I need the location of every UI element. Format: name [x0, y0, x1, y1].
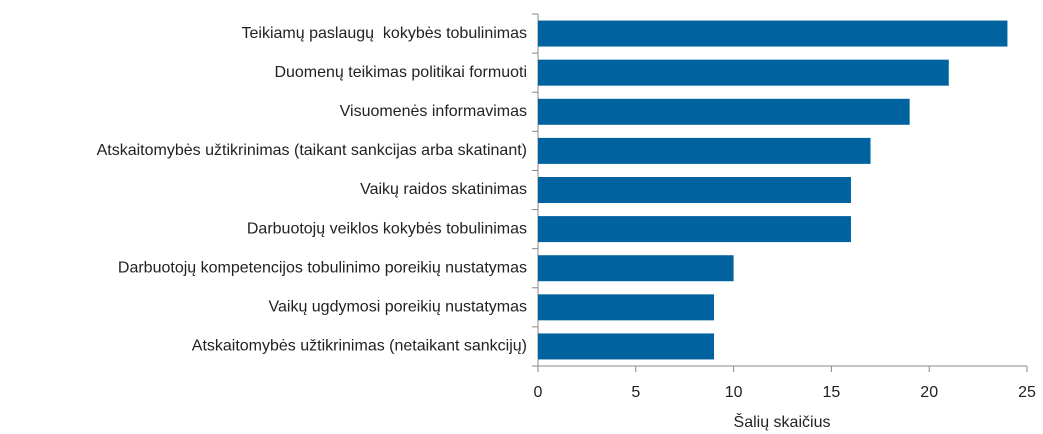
x-tick-label: 25	[1018, 384, 1036, 401]
x-tick-label: 10	[725, 384, 743, 401]
y-tick-label: Atskaitomybės užtikrinimas (netaikant sa…	[192, 338, 527, 355]
bar	[538, 59, 949, 86]
y-tick-label: Darbuotojų kompetencijos tobulinimo pore…	[118, 259, 527, 276]
bar	[538, 255, 734, 282]
bar	[538, 20, 1008, 47]
bar	[538, 294, 715, 321]
x-tick-label: 15	[823, 384, 841, 401]
y-tick-label: Teikiamų paslaugų kokybės tobulinimas	[242, 25, 527, 42]
x-axis-title: Šalių skaičius	[734, 412, 831, 431]
y-tick-label: Darbuotojų veiklos kokybės tobulinimas	[247, 220, 527, 237]
x-tick-label: 0	[534, 384, 543, 401]
y-tick-label: Vaikų raidos skatinimas	[360, 181, 527, 198]
x-tick-label: 20	[920, 384, 938, 401]
y-tick-label: Duomenų teikimas politikai formuoti	[274, 64, 527, 81]
bar	[538, 137, 871, 164]
y-tick-label: Visuomenės informavimas	[340, 103, 527, 120]
x-tick-label: 5	[631, 384, 640, 401]
bar	[538, 333, 715, 360]
y-tick-label: Vaikų ugdymosi poreikių nustatymas	[269, 299, 528, 316]
y-tick-label: Atskaitomybės užtikrinimas (taikant sank…	[97, 142, 527, 159]
bar	[538, 177, 851, 203]
bar	[538, 216, 851, 243]
bar	[538, 98, 910, 125]
